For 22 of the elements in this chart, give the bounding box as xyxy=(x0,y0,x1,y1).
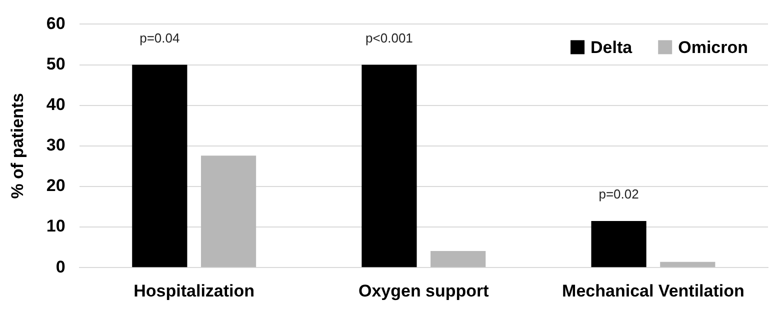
y-tick-label: 60 xyxy=(46,14,66,33)
legend-label: Omicron xyxy=(678,38,748,57)
bar xyxy=(430,250,486,268)
bar xyxy=(132,64,188,268)
bar xyxy=(591,220,646,268)
bar xyxy=(660,262,716,268)
legend-label: Delta xyxy=(590,38,633,57)
bar xyxy=(200,156,256,268)
y-tick-label: 30 xyxy=(46,136,66,155)
annotation: p=0.02 xyxy=(598,186,639,202)
y-axis-title: % of patients xyxy=(8,93,27,199)
y-tick-label: 20 xyxy=(46,176,66,196)
x-tick-label: Oxygen support xyxy=(358,281,490,300)
annotation: p=0.04 xyxy=(140,30,180,46)
bar xyxy=(362,64,417,268)
annotation: p<0.001 xyxy=(366,30,413,46)
y-tick-label: 50 xyxy=(46,54,66,74)
x-tick-label: Hospitalization xyxy=(134,281,255,300)
y-tick-label: 40 xyxy=(46,95,66,114)
y-tick-label: 10 xyxy=(46,216,66,236)
x-tick-label: Mechanical Ventilation xyxy=(562,281,744,300)
y-tick-label: 0 xyxy=(56,257,66,276)
